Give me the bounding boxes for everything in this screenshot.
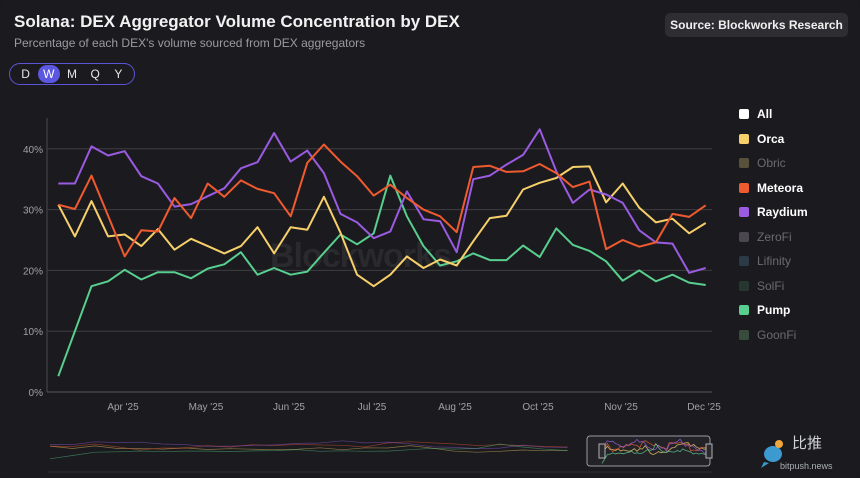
legend-swatch bbox=[739, 231, 749, 242]
legend-item-pump[interactable]: Pump bbox=[739, 298, 808, 323]
series-line-pump bbox=[57, 174, 706, 377]
x-tick-label: Oct '25 bbox=[522, 402, 554, 413]
legend: All Orca Obric Meteora Raydium ZeroFi Lifinity… bbox=[739, 102, 808, 347]
legend-item-meteora[interactable]: Meteora bbox=[739, 176, 808, 201]
legend-swatch bbox=[739, 280, 749, 291]
navigator-handle-left[interactable] bbox=[598, 443, 606, 459]
legend-swatch bbox=[739, 305, 749, 316]
period-d[interactable]: D bbox=[21, 67, 30, 81]
navigator-series-raydium bbox=[602, 438, 708, 454]
legend-label: Meteora bbox=[757, 180, 804, 195]
legend-swatch bbox=[739, 329, 749, 340]
legend-label: ZeroFi bbox=[757, 229, 792, 244]
legend-item-goonfi[interactable]: GoonFi bbox=[739, 323, 808, 348]
legend-label: Obric bbox=[757, 156, 786, 171]
legend-item-obric[interactable]: Obric bbox=[739, 151, 808, 176]
legend-swatch bbox=[739, 133, 749, 144]
x-tick-label: Dec '25 bbox=[687, 402, 721, 413]
legend-label: Pump bbox=[757, 303, 791, 318]
legend-label: SolFi bbox=[757, 278, 785, 293]
navigator-history-raydium bbox=[50, 440, 568, 449]
x-tick-label: Apr '25 bbox=[107, 402, 139, 413]
period-selector: D W M Q Y bbox=[9, 63, 135, 85]
navigator-history-meteora bbox=[49, 441, 568, 451]
bird-icon bbox=[761, 440, 783, 468]
bitpush-logo: 比推 bitpush.news bbox=[760, 436, 856, 474]
brand-name-cn: 比推 bbox=[792, 435, 823, 452]
y-tick-label: 30% bbox=[23, 206, 43, 217]
x-tick-label: Aug '25 bbox=[438, 402, 472, 413]
legend-item-raydium[interactable]: Raydium bbox=[739, 200, 808, 225]
navigator-series-orca bbox=[601, 442, 708, 456]
legend-label: Lifinity bbox=[757, 254, 792, 269]
series-line-raydium bbox=[58, 128, 706, 274]
legend-label: Raydium bbox=[757, 205, 808, 220]
x-tick-label: Nov '25 bbox=[604, 402, 638, 413]
y-tick-label: 20% bbox=[23, 266, 43, 277]
legend-label: Orca bbox=[757, 131, 785, 146]
x-tick-label: Jul '25 bbox=[358, 402, 387, 413]
page-subtitle: Percentage of each DEX's volume sourced … bbox=[14, 36, 366, 50]
legend-item-lifinity[interactable]: Lifinity bbox=[739, 249, 808, 274]
source-button[interactable]: Source: Blockworks Research bbox=[665, 13, 848, 37]
legend-item-solfi[interactable]: SolFi bbox=[739, 274, 808, 299]
legend-swatch bbox=[739, 182, 749, 193]
y-tick-label: 40% bbox=[23, 145, 43, 156]
legend-item-zerofi[interactable]: ZeroFi bbox=[739, 225, 808, 250]
navigator-series-meteora bbox=[601, 440, 708, 453]
y-tick-label: 10% bbox=[23, 327, 43, 338]
series-line-meteora bbox=[58, 143, 707, 258]
period-q[interactable]: Q bbox=[90, 67, 100, 81]
series-line-orca bbox=[57, 165, 707, 288]
x-tick-label: May '25 bbox=[189, 402, 224, 413]
legend-item-all[interactable]: All bbox=[739, 102, 808, 127]
navigator-history-orca bbox=[49, 445, 568, 453]
period-w[interactable]: W bbox=[37, 65, 60, 83]
navigator-series-pump bbox=[601, 442, 708, 464]
legend-label: All bbox=[757, 107, 773, 122]
page-title: Solana: DEX Aggregator Volume Concentrat… bbox=[14, 12, 460, 31]
legend-swatch bbox=[739, 207, 749, 218]
brand-name-en: bitpush.news bbox=[780, 461, 833, 471]
x-tick-label: Jun '25 bbox=[273, 402, 305, 413]
navigator-handle-right[interactable] bbox=[705, 443, 713, 459]
period-y[interactable]: Y bbox=[114, 67, 123, 81]
legend-label: GoonFi bbox=[757, 327, 797, 342]
y-tick-label: 0% bbox=[29, 388, 44, 399]
legend-item-orca[interactable]: Orca bbox=[739, 127, 808, 152]
legend-swatch bbox=[739, 158, 749, 169]
period-m[interactable]: M bbox=[66, 67, 77, 81]
navigator-history-pump bbox=[49, 443, 568, 460]
legend-swatch bbox=[739, 109, 749, 120]
legend-swatch bbox=[739, 256, 749, 267]
